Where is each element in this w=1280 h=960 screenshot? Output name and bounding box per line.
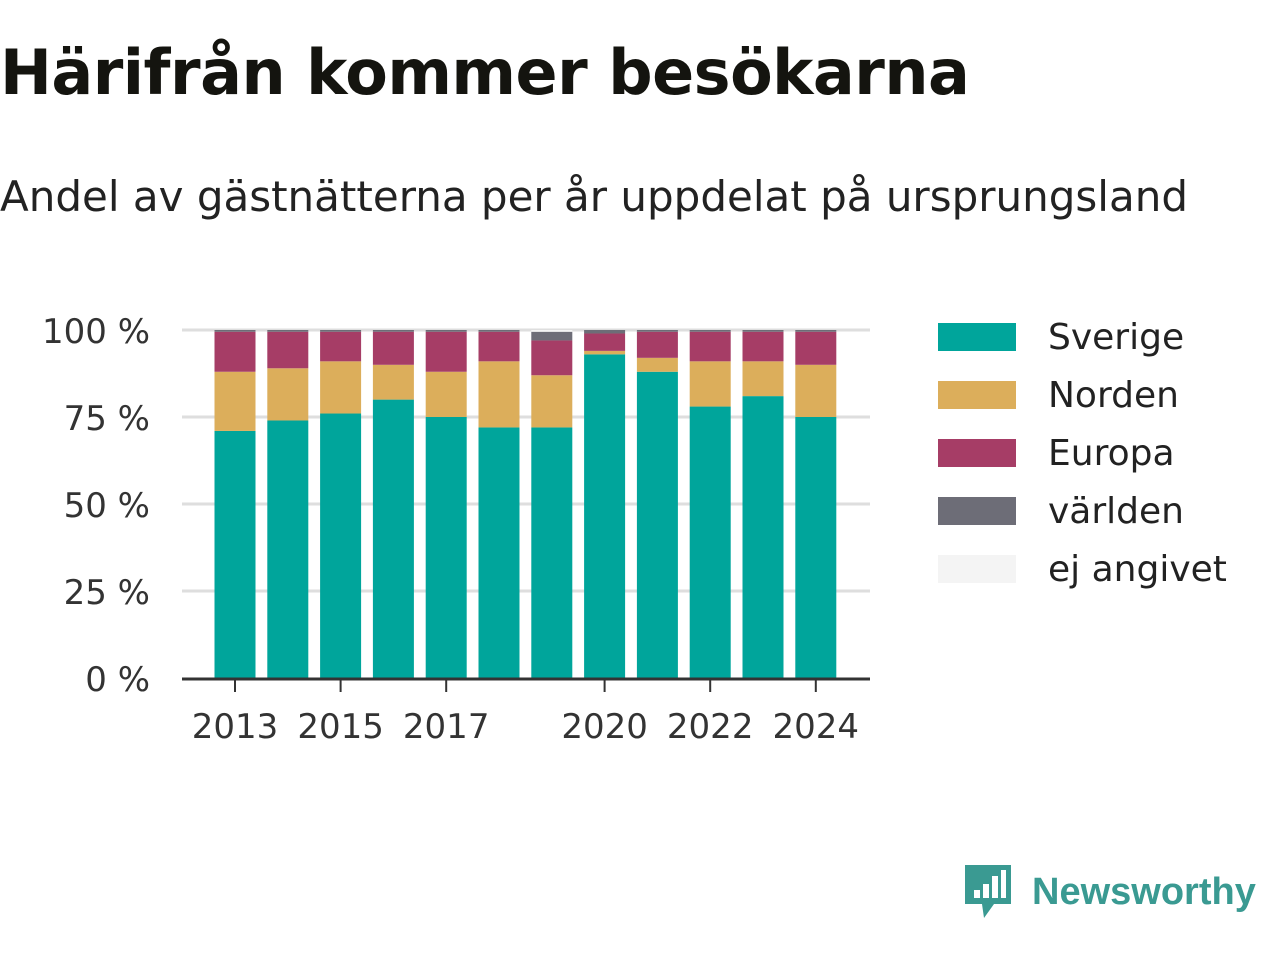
legend-item-ej-angivet[interactable]: ej angivet (938, 540, 1227, 598)
legend-label-europa: Europa (1048, 432, 1175, 474)
bar-segment (372, 330, 414, 332)
bar-segment (742, 331, 784, 362)
x-tick-label: 2022 (667, 707, 754, 747)
bar-segment (689, 361, 731, 407)
bar-segment (267, 420, 309, 678)
stacked-bar-chart: 0 % 25 % 50 % 75 % 100 % 2013 2015 2017 2020 2022… (42, 312, 870, 747)
legend-swatch-varlden (938, 497, 1016, 525)
bar-segment (214, 371, 256, 431)
y-tick-label: 0 % (85, 660, 150, 700)
bar-segment (531, 375, 573, 428)
bar-segment (584, 330, 626, 334)
legend-swatch-sverige (938, 323, 1016, 351)
legend-swatch-europa (938, 439, 1016, 467)
legend: Sverige Norden Europa världen ej angivet (938, 308, 1227, 598)
newsworthy-brand[interactable]: Newsworthy (962, 862, 1256, 922)
bar-segment (531, 330, 573, 332)
bar-segment (531, 427, 573, 678)
bar-segment (742, 396, 784, 678)
bar-segment (320, 330, 362, 332)
bar-segment (636, 331, 678, 358)
y-tick-label: 100 % (42, 312, 150, 352)
bar-segment (689, 330, 731, 332)
bar-segment (795, 417, 837, 678)
bar-segment (372, 399, 414, 678)
bar-segment (425, 417, 467, 678)
chart-subtitle: Andel av gästnätterna per år uppdelat på… (0, 172, 1188, 221)
legend-item-varlden[interactable]: världen (938, 482, 1227, 540)
newsworthy-logo-icon (965, 865, 1011, 918)
bar-segment (425, 331, 467, 372)
brand-name: Newsworthy (1032, 870, 1256, 913)
bar-segment (320, 413, 362, 678)
bar-segment (531, 331, 573, 341)
bar-segment (742, 361, 784, 397)
bar-segment (584, 333, 626, 351)
bar-segment (478, 330, 520, 332)
bar-segment (478, 331, 520, 362)
legend-swatch-norden (938, 381, 1016, 409)
legend-label-norden: Norden (1048, 374, 1179, 416)
bar-segment (372, 331, 414, 365)
bar-segment (795, 330, 837, 332)
legend-label-sverige: Sverige (1048, 316, 1185, 358)
bar-segment (372, 364, 414, 400)
y-tick-label: 25 % (64, 573, 150, 613)
y-tick-label: 50 % (64, 486, 150, 526)
bar-segment (584, 354, 626, 678)
bar-segment (214, 331, 256, 372)
bar-segment (214, 430, 256, 678)
bar-segment (425, 330, 467, 332)
legend-item-sverige[interactable]: Sverige (938, 308, 1227, 366)
bar-segment (742, 330, 784, 332)
bar-segment (267, 330, 309, 332)
bar-segment (636, 371, 678, 678)
x-tick-label: 2015 (297, 707, 384, 747)
bar-segment (795, 364, 837, 417)
bar-segment (267, 368, 309, 421)
x-tick-label: 2017 (403, 707, 490, 747)
bar-segment (478, 427, 520, 678)
x-tick-label: 2024 (773, 707, 860, 747)
x-tick-label: 2013 (192, 707, 279, 747)
bar-segment (320, 361, 362, 414)
bar-segment (531, 340, 573, 376)
x-tick-label: 2020 (561, 707, 648, 747)
legend-label-varlden: världen (1048, 490, 1184, 532)
bar-segment (320, 331, 362, 362)
chart-title: Härifrån kommer besökarna (0, 36, 970, 109)
bar-segment (636, 330, 678, 332)
legend-item-europa[interactable]: Europa (938, 424, 1227, 482)
legend-swatch-ej-angivet (938, 555, 1016, 583)
bar-segment (267, 331, 309, 369)
y-tick-label: 75 % (64, 399, 150, 439)
bar-segment (214, 330, 256, 332)
bar-segment (689, 406, 731, 678)
bar-segment (478, 361, 520, 428)
legend-item-norden[interactable]: Norden (938, 366, 1227, 424)
bar-segment (795, 331, 837, 365)
bar-segment (425, 371, 467, 417)
bar-segment (636, 357, 678, 372)
legend-label-ej-angivet: ej angivet (1048, 548, 1227, 590)
bar-segment (689, 331, 731, 362)
bar-segment (584, 350, 626, 355)
